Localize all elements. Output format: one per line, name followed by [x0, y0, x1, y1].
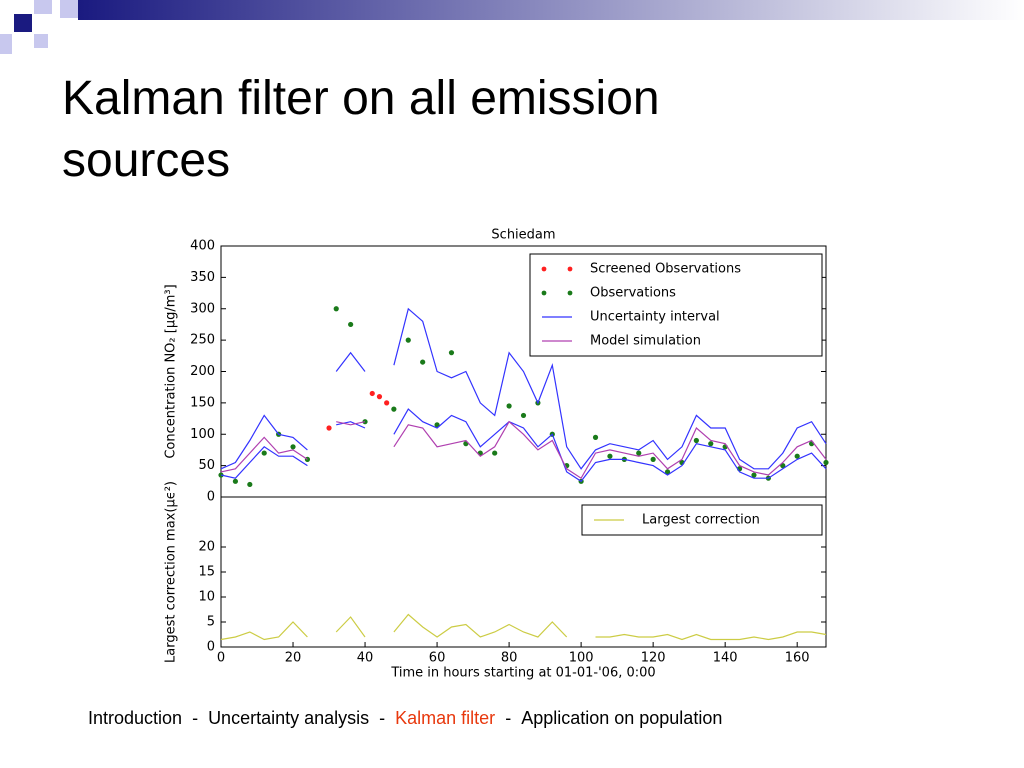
y-tick-label: 200	[190, 364, 215, 379]
chart-title: Schiedam	[491, 228, 555, 243]
nav-item[interactable]: Introduction	[88, 708, 183, 728]
observation-marker	[520, 412, 527, 419]
observation-marker	[607, 453, 613, 459]
y-tick-label: 5	[207, 615, 215, 630]
y-tick-label: 100	[190, 427, 215, 442]
observation-marker	[693, 437, 699, 444]
chart: Schiedam050100150200250300350400Concentr…	[164, 228, 829, 681]
observation-marker	[794, 453, 800, 459]
observation-marker	[492, 450, 498, 456]
y-tick-label: 250	[190, 333, 215, 348]
separator: -	[505, 708, 512, 728]
nav-item[interactable]: Uncertainty analysis	[208, 708, 370, 728]
nav-item[interactable]: Kalman filter	[395, 708, 496, 728]
x-tick-label: 140	[713, 651, 738, 666]
legend-marker	[541, 266, 547, 272]
x-axis-label: Time in hours starting at 01-01-'06, 0:0…	[390, 666, 655, 681]
slide-title: Kalman filter on all emission sources	[62, 72, 660, 187]
observation-marker	[376, 394, 383, 400]
observation-marker	[326, 425, 332, 431]
observation-marker	[420, 359, 426, 365]
observation-marker	[751, 472, 757, 478]
x-tick-label: 0	[217, 651, 225, 666]
legend-label: Largest correction	[642, 513, 760, 528]
x-tick-label: 80	[501, 651, 518, 666]
observation-marker	[384, 400, 390, 406]
y-tick-label: 50	[198, 458, 215, 473]
uncertainty-upper	[220, 307, 827, 470]
x-tick-label: 160	[785, 651, 810, 666]
observation-marker	[448, 350, 455, 356]
x-tick-label: 120	[641, 651, 666, 666]
y-axis-label: Concentration NO₂ [μg/m³]	[164, 284, 179, 458]
observation-marker	[405, 337, 411, 343]
y-tick-label: 300	[190, 301, 215, 316]
series-line	[220, 420, 827, 480]
legend-marker	[541, 290, 547, 296]
footer-nav: Introduction - Uncertainty analysis - Kalman…	[88, 708, 722, 729]
top-bar	[78, 0, 1024, 20]
observation-marker	[592, 434, 599, 440]
legend-label: Screened Observations	[590, 262, 741, 277]
legend-box	[529, 253, 823, 357]
decor-square	[34, 0, 52, 14]
decor-square	[14, 14, 32, 32]
decor-square	[0, 34, 12, 54]
legend-marker	[567, 266, 573, 272]
observation-marker	[333, 306, 339, 312]
x-tick-label: 40	[357, 651, 374, 666]
observation-marker	[506, 403, 512, 409]
x-tick-label: 20	[285, 651, 302, 666]
observation-marker	[636, 450, 642, 456]
observation-marker	[650, 456, 656, 462]
separator: -	[192, 708, 199, 728]
observation-marker	[369, 390, 375, 397]
legend-marker	[567, 290, 573, 296]
legend-label: Uncertainty interval	[590, 310, 720, 325]
decor-square	[34, 34, 48, 48]
y-tick-label: 150	[190, 395, 215, 410]
observation-marker	[708, 441, 714, 447]
y-tick-label: 20	[198, 540, 215, 555]
legend-label: Model simulation	[590, 334, 701, 349]
nav-item[interactable]: Application on population	[521, 708, 723, 728]
observation-marker	[348, 321, 354, 328]
observation-marker	[391, 406, 397, 412]
decor-square	[60, 0, 78, 18]
y-tick-label: 400	[190, 239, 215, 254]
y-tick-label: 350	[190, 270, 215, 285]
y-tick-label: 0	[207, 640, 215, 655]
y-tick-label: 10	[198, 590, 215, 605]
observation-marker	[823, 459, 829, 466]
y-tick-label: 0	[207, 490, 215, 505]
y-axis-label: Largest correction max(μϵ²)	[164, 481, 179, 663]
uncertainty-lower	[220, 408, 827, 483]
y-tick-label: 15	[198, 565, 215, 580]
observation-marker	[664, 469, 671, 475]
legend-label: Observations	[590, 286, 676, 301]
observation-marker	[362, 419, 368, 425]
observation-marker	[247, 481, 253, 488]
series-line	[220, 613, 827, 641]
x-tick-label: 100	[569, 651, 594, 666]
observation-marker	[261, 450, 267, 456]
observation-marker	[232, 478, 239, 484]
observation-marker	[290, 444, 296, 450]
x-tick-label: 60	[429, 651, 446, 666]
separator: -	[379, 708, 386, 728]
